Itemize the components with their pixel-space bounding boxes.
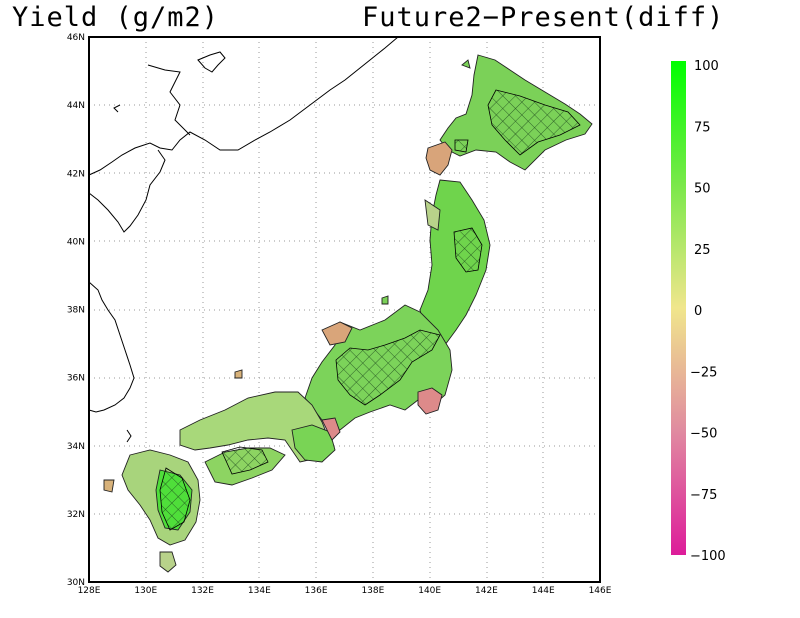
lat-tick-label: 38N [67, 306, 85, 316]
colorbar-label: 0 [694, 304, 702, 319]
lon-tick-label: 132E [191, 586, 214, 596]
colorbar-label: 50 [694, 182, 711, 197]
colorbar-label: 25 [694, 243, 711, 258]
lon-tick-label: 146E [589, 586, 612, 596]
nagoya-patch [321, 417, 341, 441]
hatched-significance [159, 89, 581, 531]
boso-patch [417, 387, 443, 415]
colorbar-label: −100 [690, 549, 726, 564]
lat-tick-labels: 30N 32N 34N 36N 38N 40N 42N 44N 46N [67, 33, 85, 588]
colorbar-label: −75 [690, 488, 717, 503]
kii-peninsula [291, 424, 336, 463]
colorbar-label: −25 [690, 365, 717, 380]
hatch-chubu [335, 329, 441, 406]
hatch-hokkaido [487, 89, 581, 156]
hatch-hokkaido-sw [454, 139, 469, 153]
sado-island [381, 295, 389, 305]
colorbar-label: −50 [690, 427, 717, 442]
lon-tick-label: 128E [78, 586, 101, 596]
oga-patch [424, 199, 441, 231]
lat-tick-label: 42N [67, 169, 85, 179]
goto-islands [103, 479, 115, 493]
lon-tick-label: 130E [134, 586, 157, 596]
hatch-shikoku [221, 446, 269, 475]
lon-tick-label: 134E [248, 586, 271, 596]
lon-tick-labels: 128E 130E 132E 134E 136E 138E 140E 142E 144E 146E [78, 586, 612, 596]
hatch-tohoku [453, 227, 483, 273]
lat-tick-label: 30N [67, 578, 85, 588]
lon-tick-label: 144E [532, 586, 555, 596]
colorbar-label: 75 [694, 120, 711, 135]
title-left: Yield (g/m2) [12, 2, 220, 33]
lon-tick-label: 138E [361, 586, 384, 596]
tanegashima [159, 551, 177, 573]
oki-island [234, 369, 243, 379]
map-frame [88, 36, 601, 583]
hatch-kyushu [159, 467, 191, 531]
colorbar-label: 100 [694, 59, 719, 74]
lat-tick-label: 40N [67, 237, 85, 247]
lat-tick-label: 44N [67, 101, 85, 111]
lat-tick-label: 32N [67, 510, 85, 520]
lat-tick-label: 34N [67, 442, 85, 452]
rebun-island [461, 59, 471, 69]
hokkaido-southwest [425, 141, 453, 176]
continent-coastline [88, 36, 399, 443]
lat-tick-label: 46N [67, 33, 85, 43]
lon-tick-label: 136E [305, 586, 328, 596]
colorbar [671, 61, 686, 555]
lon-tick-label: 142E [475, 586, 498, 596]
lat-tick-label: 36N [67, 374, 85, 384]
grid-lines [89, 37, 600, 582]
lon-tick-label: 140E [418, 586, 441, 596]
title-right: Future2−Present(diff) [362, 2, 725, 33]
noto-patch [321, 321, 353, 346]
colorbar-labels: 100 75 50 25 0 −25 −50 −75 −100 [690, 59, 726, 564]
